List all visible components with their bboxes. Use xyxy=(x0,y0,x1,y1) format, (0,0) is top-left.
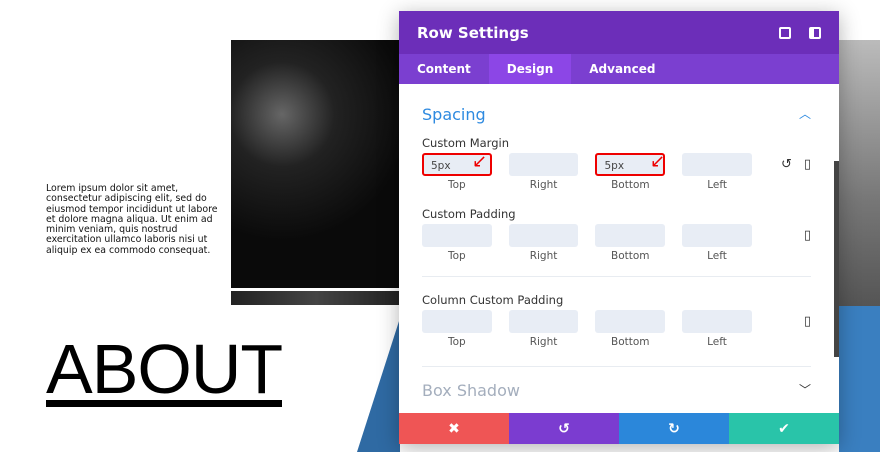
group-label: Custom Margin xyxy=(422,136,509,150)
background-photo xyxy=(231,40,401,288)
spacing-input-top[interactable]: 5px xyxy=(422,153,492,176)
chevron-up-icon: ︿ xyxy=(798,107,811,121)
spacing-row: Top Right Bottom Left ▯ xyxy=(422,310,811,348)
group-label: Column Custom Padding xyxy=(422,293,564,307)
field-label: Left xyxy=(707,336,727,348)
spacing-input-left[interactable] xyxy=(682,153,752,176)
spacing-input-top[interactable] xyxy=(422,310,492,333)
background-photo-strip xyxy=(231,291,401,305)
spacing-field: Right xyxy=(508,224,579,262)
spacing-field: Top xyxy=(422,310,492,348)
sidebar-layout-icon[interactable] xyxy=(809,26,821,39)
field-label: Right xyxy=(529,336,558,348)
save-button[interactable]: ✔ xyxy=(729,413,839,444)
spacing-section-toggle[interactable]: Spacing ︿ xyxy=(422,105,811,124)
spacing-input-right[interactable] xyxy=(508,310,579,333)
modal-title: Row Settings xyxy=(417,23,529,42)
spacing-input-bottom[interactable] xyxy=(595,310,666,333)
spacing-input-right[interactable] xyxy=(508,153,579,176)
modal-body: Spacing ︿ Custom Margin 5px Top Right 5px Bot… xyxy=(399,105,839,435)
mobile-icon[interactable]: ▯ xyxy=(803,157,811,172)
spacing-input-top[interactable] xyxy=(422,224,492,247)
box-shadow-section-toggle[interactable]: Box Shadow ﹀ xyxy=(422,381,811,400)
spacing-field: Left xyxy=(682,153,752,191)
tab-bar: Content Design Advanced xyxy=(399,54,839,84)
modal-header: Row Settings xyxy=(399,11,839,54)
field-label: Bottom xyxy=(611,336,650,348)
fullscreen-icon[interactable] xyxy=(779,26,791,39)
tab-design[interactable]: Design xyxy=(488,54,572,84)
row-actions: ▯ xyxy=(804,228,811,243)
undo-button[interactable]: ↺ xyxy=(509,413,619,444)
divider xyxy=(422,366,811,367)
spacing-field: Bottom xyxy=(595,224,666,262)
spacing-field: Right xyxy=(508,310,579,348)
tab-content[interactable]: Content xyxy=(417,62,471,76)
right-blue-area xyxy=(839,306,880,452)
field-label: Left xyxy=(707,250,727,262)
spacing-input-bottom[interactable] xyxy=(595,224,666,247)
row-settings-modal: Row Settings Content Design Advanced Spa… xyxy=(399,11,839,444)
reset-icon[interactable]: ↺ xyxy=(780,157,792,172)
field-label: Top xyxy=(447,250,466,262)
spacing-title: Spacing xyxy=(422,105,486,124)
chevron-down-icon: ﹀ xyxy=(798,383,811,397)
spacing-input-left[interactable] xyxy=(682,224,752,247)
spacing-field: Right xyxy=(508,153,579,191)
spacing-field: Left xyxy=(682,310,752,348)
field-label: Left xyxy=(707,179,727,191)
cancel-button[interactable]: ✖ xyxy=(399,413,509,444)
mobile-icon[interactable]: ▯ xyxy=(803,314,811,329)
spacing-input-right[interactable] xyxy=(508,224,579,247)
scrollbar[interactable] xyxy=(834,161,839,357)
modal-footer: ✖ ↺ ↻ ✔ xyxy=(399,413,839,444)
lorem-text: Lorem ipsum dolor sit amet, consectetur … xyxy=(46,183,218,256)
group-label: Custom Padding xyxy=(422,207,516,221)
spacing-row: 5px Top Right 5px Bottom Left ↺ ▯ xyxy=(422,153,811,191)
box-shadow-title: Box Shadow xyxy=(422,381,520,400)
row-actions: ▯ xyxy=(804,314,811,329)
spacing-field: Bottom xyxy=(595,310,666,348)
spacing-field: 5px Bottom xyxy=(595,153,666,191)
field-label: Top xyxy=(448,179,466,191)
redo-button[interactable]: ↻ xyxy=(619,413,729,444)
mobile-icon[interactable]: ▯ xyxy=(803,228,811,243)
field-label: Top xyxy=(447,336,466,348)
spacing-row: Top Right Bottom Left ▯ xyxy=(422,224,811,262)
tab-advanced[interactable]: Advanced xyxy=(589,62,656,76)
spacing-input-bottom[interactable]: 5px xyxy=(595,153,666,176)
spacing-field: 5px Top xyxy=(422,153,492,191)
divider xyxy=(422,276,811,277)
about-heading: ABOUT xyxy=(46,330,283,408)
field-label: Bottom xyxy=(611,179,650,191)
spacing-input-left[interactable] xyxy=(682,310,752,333)
red-arrow-annotation: ↙ xyxy=(472,151,488,172)
spacing-field: Left xyxy=(682,224,752,262)
field-label: Bottom xyxy=(611,250,650,262)
row-actions: ↺ ▯ xyxy=(781,157,811,172)
field-label: Right xyxy=(529,179,558,191)
red-arrow-annotation: ↙ xyxy=(650,151,666,172)
field-label: Right xyxy=(529,250,558,262)
spacing-field: Top xyxy=(422,224,492,262)
right-photo xyxy=(839,40,880,306)
